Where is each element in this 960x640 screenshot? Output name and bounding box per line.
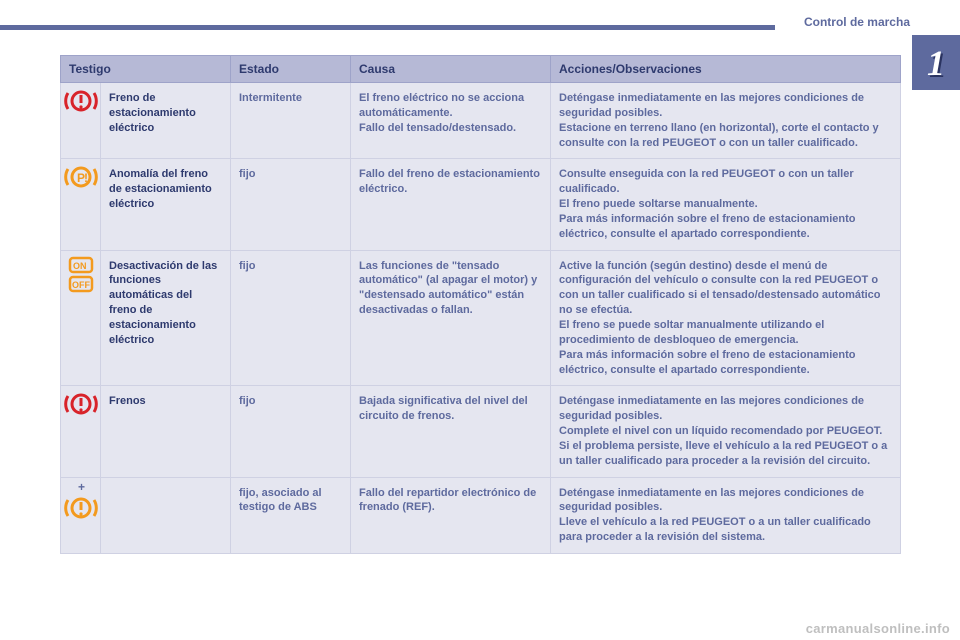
- indicator-cause: Fallo del freno de estacionamiento eléct…: [351, 159, 551, 250]
- table-body: Freno de estacionamiento eléctrico Inter…: [61, 83, 901, 554]
- parking-brake-fault-icon: P !: [64, 163, 98, 191]
- table-row: P ! Anomalía del freno de estacionamient…: [61, 159, 901, 250]
- indicator-state: fijo: [231, 159, 351, 250]
- header-band: [0, 25, 775, 30]
- indicator-name: Freno de estacionamiento eléctrico: [101, 83, 231, 159]
- indicator-state: fijo, asociado al testigo de ABS: [231, 477, 351, 553]
- abs-combined-icon: +: [64, 482, 98, 522]
- indicator-action: Active la función (según destino) desde …: [551, 250, 901, 386]
- svg-text:ON: ON: [73, 261, 87, 271]
- indicator-icon-cell: ON OFF: [61, 250, 101, 386]
- indicator-name: Frenos: [101, 386, 231, 477]
- indicator-cause: Bajada significativa del nivel del circu…: [351, 386, 551, 477]
- header-testigo: Testigo: [61, 56, 231, 83]
- svg-text:+: +: [78, 482, 85, 494]
- indicator-icon-cell: [61, 83, 101, 159]
- indicator-name: Desactivación de las funciones automátic…: [101, 250, 231, 386]
- table-row: Frenos fijo Bajada significativa del niv…: [61, 386, 901, 477]
- indicators-table: Testigo Estado Causa Acciones/Observacio…: [60, 55, 901, 554]
- brake-warning-icon: [64, 390, 98, 418]
- indicator-cause: Las funciones de "tensado automático" (a…: [351, 250, 551, 386]
- indicator-action: Deténgase inmediatamente en las mejores …: [551, 386, 901, 477]
- svg-text:OFF: OFF: [72, 280, 90, 290]
- header-causa: Causa: [351, 56, 551, 83]
- footer-watermark: carmanualsonline.info: [806, 621, 950, 636]
- indicator-cause: Fallo del repartidor electrónico de fren…: [351, 477, 551, 553]
- auto-functions-off-icon: ON OFF: [66, 255, 96, 295]
- indicator-state: fijo: [231, 250, 351, 386]
- svg-text:!: !: [84, 171, 88, 185]
- indicator-action: Deténgase inmediatamente en las mejores …: [551, 83, 901, 159]
- section-title: Control de marcha: [804, 15, 910, 29]
- indicator-state: Intermitente: [231, 83, 351, 159]
- chapter-number: 1: [927, 42, 945, 84]
- indicator-icon-cell: +: [61, 477, 101, 553]
- header-estado: Estado: [231, 56, 351, 83]
- indicator-icon-cell: [61, 386, 101, 477]
- table-row: + fijo, asociado al testigo de ABS Fallo…: [61, 477, 901, 553]
- indicator-state: fijo: [231, 386, 351, 477]
- indicator-icon-cell: P !: [61, 159, 101, 250]
- indicator-cause: El freno eléctrico no se acciona automát…: [351, 83, 551, 159]
- chapter-badge: 1: [912, 35, 960, 90]
- table-row: ON OFF Desactivación de las funciones au…: [61, 250, 901, 386]
- header-acciones: Acciones/Observaciones: [551, 56, 901, 83]
- table-row: Freno de estacionamiento eléctrico Inter…: [61, 83, 901, 159]
- indicators-table-wrap: Testigo Estado Causa Acciones/Observacio…: [60, 55, 900, 554]
- brake-warning-icon: [64, 87, 98, 115]
- indicator-action: Deténgase inmediatamente en las mejores …: [551, 477, 901, 553]
- table-header-row: Testigo Estado Causa Acciones/Observacio…: [61, 56, 901, 83]
- indicator-name: Anomalía del freno de estacionamiento el…: [101, 159, 231, 250]
- indicator-action: Consulte enseguida con la red PEUGEOT o …: [551, 159, 901, 250]
- indicator-name: [101, 477, 231, 553]
